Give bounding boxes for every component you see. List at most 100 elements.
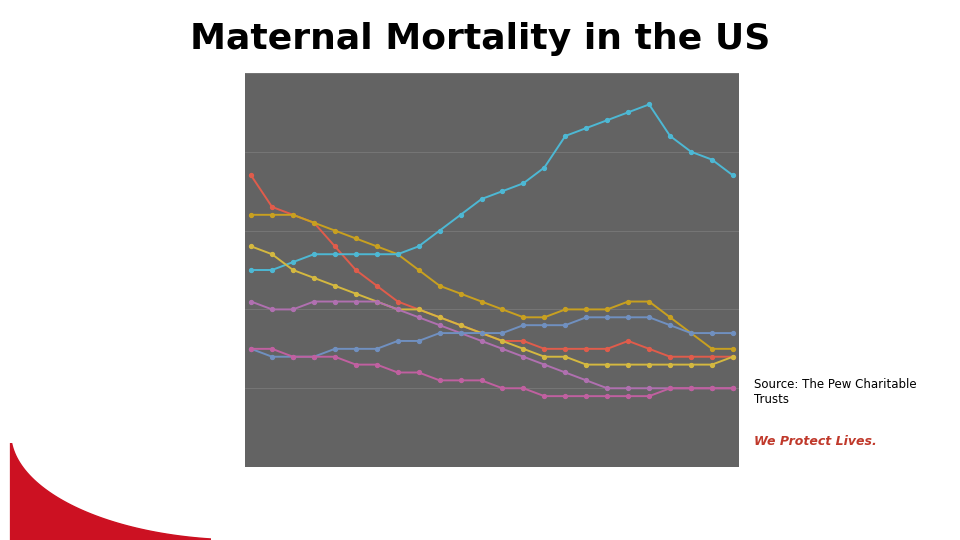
Japan: [350, 291, 362, 297]
France: [581, 306, 592, 313]
United Kingdom: [560, 369, 571, 376]
France: [434, 282, 445, 289]
Germany: [329, 243, 341, 249]
Germany: [246, 172, 257, 179]
Canada: [371, 346, 382, 352]
France: [413, 267, 424, 273]
United Kingdom: [496, 346, 508, 352]
France: [707, 346, 718, 352]
Germany: [664, 354, 676, 360]
Australia: [685, 385, 697, 392]
United States: [287, 259, 299, 265]
United States: [266, 267, 277, 273]
United States: [308, 251, 320, 258]
Australia: [664, 385, 676, 392]
United States: [664, 133, 676, 139]
United Kingdom: [246, 298, 257, 305]
France: [496, 306, 508, 313]
United States: [581, 125, 592, 131]
Canada: [476, 330, 488, 336]
Canada: [643, 314, 655, 321]
United Kingdom: [266, 306, 277, 313]
United States: [392, 251, 403, 258]
Germany: [560, 346, 571, 352]
United States: [707, 157, 718, 163]
Japan: [727, 354, 738, 360]
Canada: [246, 346, 257, 352]
Canada: [539, 322, 550, 328]
Japan: [581, 361, 592, 368]
Germany: [455, 322, 467, 328]
Australia: [539, 393, 550, 400]
France: [539, 314, 550, 321]
Australia: [287, 354, 299, 360]
Line: United States: United States: [250, 103, 734, 272]
Japan: [308, 275, 320, 281]
Canada: [496, 330, 508, 336]
France: [246, 212, 257, 218]
Japan: [476, 330, 488, 336]
United States: [560, 133, 571, 139]
Japan: [560, 354, 571, 360]
Australia: [308, 354, 320, 360]
United States: [539, 164, 550, 171]
Germany: [622, 338, 634, 344]
Germany: [581, 346, 592, 352]
Canada: [266, 354, 277, 360]
Japan: [602, 361, 613, 368]
France: [602, 306, 613, 313]
United States: [517, 180, 529, 186]
United States: [496, 188, 508, 194]
Text: Maternal Mortality in the US: Maternal Mortality in the US: [190, 22, 770, 56]
United States: [727, 172, 738, 179]
Polygon shape: [11, 433, 407, 540]
United Kingdom: [434, 322, 445, 328]
Australia: [266, 346, 277, 352]
Canada: [517, 322, 529, 328]
Germany: [707, 354, 718, 360]
Japan: [685, 361, 697, 368]
Australia: [476, 377, 488, 383]
France: [287, 212, 299, 218]
United Kingdom: [371, 298, 382, 305]
Canada: [308, 354, 320, 360]
Australia: [643, 393, 655, 400]
Germany: [517, 338, 529, 344]
United States: [602, 117, 613, 124]
United Kingdom: [287, 306, 299, 313]
Canada: [707, 330, 718, 336]
United States: [434, 227, 445, 234]
United States: [455, 212, 467, 218]
France: [643, 298, 655, 305]
United Kingdom: [643, 385, 655, 392]
Germany: [602, 346, 613, 352]
Japan: [707, 361, 718, 368]
United Kingdom: [685, 385, 697, 392]
Canada: [560, 322, 571, 328]
United Kingdom: [707, 385, 718, 392]
United States: [685, 148, 697, 155]
Japan: [371, 298, 382, 305]
Germany: [496, 338, 508, 344]
United Kingdom: [413, 314, 424, 321]
United Kingdom: [455, 330, 467, 336]
Japan: [539, 354, 550, 360]
United Kingdom: [308, 298, 320, 305]
United Kingdom: [329, 298, 341, 305]
France: [455, 291, 467, 297]
United Kingdom: [350, 298, 362, 305]
Australia: [371, 361, 382, 368]
United Kingdom: [622, 385, 634, 392]
Germany: [350, 267, 362, 273]
Germany: [287, 212, 299, 218]
Australia: [560, 393, 571, 400]
Germany: [392, 298, 403, 305]
Japan: [246, 243, 257, 249]
Japan: [287, 267, 299, 273]
Germany: [308, 219, 320, 226]
Australia: [329, 354, 341, 360]
France: [392, 251, 403, 258]
United Kingdom: [392, 306, 403, 313]
Australia: [350, 361, 362, 368]
Line: Australia: Australia: [250, 347, 734, 398]
